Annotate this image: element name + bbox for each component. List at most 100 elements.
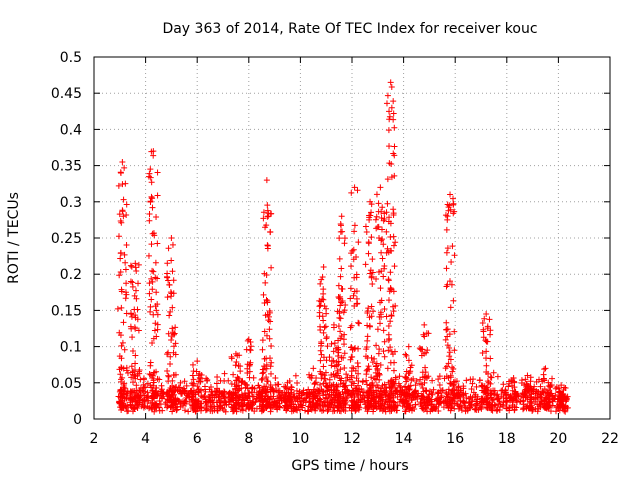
data-point	[170, 349, 177, 356]
data-point	[556, 401, 563, 408]
x-tick-label: 22	[601, 431, 619, 447]
data-point	[331, 400, 338, 407]
data-point	[379, 204, 386, 211]
data-point	[367, 270, 374, 277]
data-point	[341, 240, 348, 247]
data-point	[334, 347, 341, 354]
data-point	[300, 397, 307, 404]
data-point	[384, 403, 391, 410]
data-point	[483, 348, 490, 355]
data-point	[140, 375, 147, 382]
data-point	[147, 308, 154, 315]
data-point	[203, 406, 210, 413]
data-point	[123, 241, 130, 248]
data-point	[338, 375, 345, 382]
data-point	[355, 239, 362, 246]
data-point	[521, 388, 528, 395]
data-point	[451, 208, 458, 215]
data-point	[479, 349, 486, 356]
data-point	[191, 396, 198, 403]
data-point	[419, 405, 426, 412]
data-point	[186, 398, 193, 405]
data-point	[167, 308, 174, 315]
data-point	[221, 389, 228, 396]
data-point	[518, 379, 525, 386]
data-point	[146, 290, 153, 297]
data-point	[171, 387, 178, 394]
data-point	[165, 349, 172, 356]
data-point	[260, 291, 267, 298]
data-point	[375, 400, 382, 407]
data-point	[129, 404, 136, 411]
data-point	[348, 189, 355, 196]
data-point	[377, 320, 384, 327]
data-point	[471, 406, 478, 413]
data-point	[245, 389, 252, 396]
data-point	[342, 377, 349, 384]
y-tick-label: 0.3	[60, 195, 82, 211]
data-point	[156, 407, 163, 414]
data-point	[326, 354, 333, 361]
data-point	[443, 326, 450, 333]
data-point	[447, 206, 454, 213]
data-point	[363, 389, 370, 396]
data-point	[351, 288, 358, 295]
data-point	[446, 398, 453, 405]
data-point	[151, 327, 158, 334]
data-point	[476, 377, 483, 384]
data-point	[320, 354, 327, 361]
data-point	[423, 330, 430, 337]
data-point	[495, 395, 502, 402]
data-point	[500, 381, 507, 388]
data-point	[384, 200, 391, 207]
data-point	[547, 408, 554, 415]
data-point	[268, 342, 275, 349]
data-point	[338, 213, 345, 220]
data-point	[405, 357, 412, 364]
data-point	[147, 166, 154, 173]
data-point	[355, 370, 362, 377]
data-point	[320, 296, 327, 303]
data-point	[123, 367, 130, 374]
data-point	[318, 342, 325, 349]
data-point	[144, 397, 151, 404]
data-point	[561, 384, 568, 391]
data-point	[324, 343, 331, 350]
data-point	[128, 310, 135, 317]
data-point	[262, 279, 269, 286]
data-point	[234, 374, 241, 381]
y-tick-label: 0.25	[51, 231, 82, 247]
data-point	[385, 249, 392, 256]
data-point	[403, 352, 410, 359]
data-point	[261, 383, 268, 390]
data-point	[403, 374, 410, 381]
data-point	[198, 393, 205, 400]
data-point	[147, 371, 154, 378]
y-tick-label: 0.05	[51, 376, 82, 392]
data-point	[491, 387, 498, 394]
data-point	[154, 321, 161, 328]
data-point	[516, 398, 523, 405]
data-point	[387, 385, 394, 392]
data-point	[151, 408, 158, 415]
data-point	[335, 337, 342, 344]
data-point	[540, 371, 547, 378]
data-point	[177, 379, 184, 386]
data-point	[154, 275, 161, 282]
data-point	[483, 311, 490, 318]
data-point	[263, 398, 270, 405]
data-point	[122, 259, 129, 266]
data-point	[116, 329, 123, 336]
data-point	[347, 324, 354, 331]
data-point	[169, 325, 176, 332]
data-point	[151, 402, 158, 409]
data-point	[417, 399, 424, 406]
data-point	[446, 202, 453, 209]
data-point	[447, 356, 454, 363]
data-point	[119, 181, 126, 188]
data-point	[391, 143, 398, 150]
data-point	[171, 391, 178, 398]
data-point	[259, 403, 266, 410]
data-point	[390, 394, 397, 401]
data-point	[353, 274, 360, 281]
